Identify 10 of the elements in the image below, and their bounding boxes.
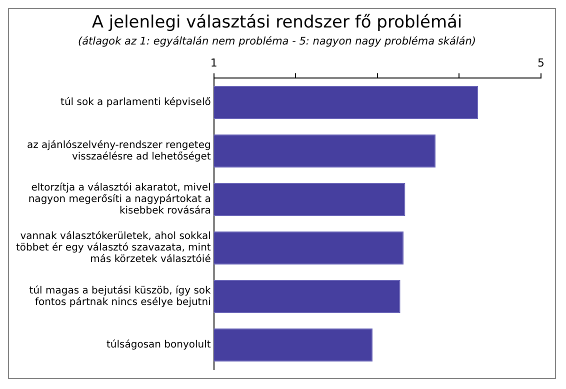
y-tick-label: túlságosan bonyolult [106, 340, 211, 351]
y-tick-label: az ajánlószelvény-rendszer rengeteg visszaélésre ad lehetőséget [26, 140, 211, 162]
y-tick-label: eltorzítja a választói akaratot, mivel nagyon megerősíti a nagypártokat a kisebbek rovására [28, 182, 211, 217]
chart-subtitle: (átlagok az 1: egyáltalán nem probléma - 5: nagyon nagy probléma skálán) [78, 35, 476, 48]
x-tick-label: 5 [538, 56, 544, 70]
y-tick-label: vannak választókerületek, ahol sokkal többet ér egy választó szavazata, mint más körzetek választóié [16, 231, 211, 266]
y-tick-label: túl magas a bejutási küszöb, így sok fontos pártnak nincs esélye bejutni [29, 285, 212, 308]
x-tick-label: 1 [210, 56, 218, 70]
chart-title: A jelenlegi választási rendszer fő problémái [92, 12, 462, 33]
y-tick-label: túl sok a parlamenti képviselő [60, 97, 211, 108]
